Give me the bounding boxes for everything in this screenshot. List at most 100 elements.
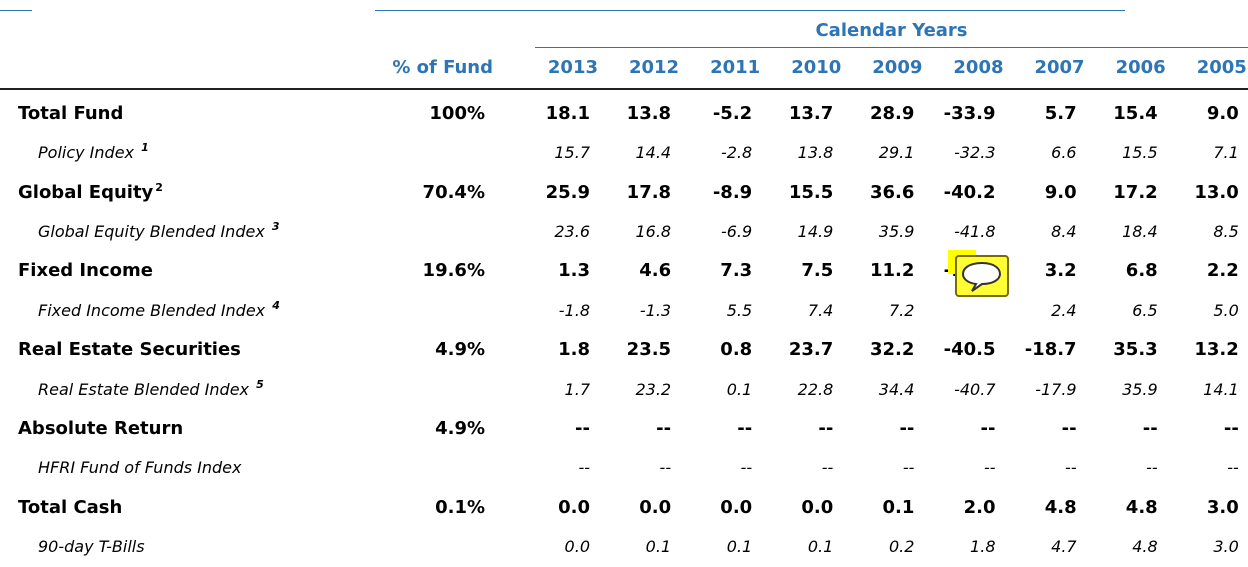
return-value: 22.8	[797, 379, 834, 399]
return-value: --	[1142, 417, 1158, 439]
label-text: Global Equity	[18, 181, 154, 203]
year-header: 2011	[710, 57, 761, 78]
return-value: 2.0	[963, 496, 996, 518]
year-header: 2013	[547, 57, 598, 78]
label-text: Fixed Income	[18, 260, 153, 282]
return-value: -32.3	[954, 143, 996, 163]
return-value: 2.2	[1206, 260, 1239, 282]
row-label: HFRI Fund of Funds Index	[38, 458, 241, 478]
return-value: --	[821, 458, 834, 478]
return-value: --	[1146, 458, 1158, 478]
row-label: Real Estate Securities	[18, 340, 241, 360]
return-value: 23.6	[554, 221, 590, 241]
return-value: 36.6	[869, 181, 915, 203]
return-value: 23.7	[788, 339, 834, 361]
year-header: 2008	[953, 57, 1004, 78]
return-value: 17.8	[626, 181, 672, 203]
return-value: 34.4	[878, 379, 915, 399]
return-value: --	[578, 458, 590, 478]
year-header: 2012	[628, 57, 680, 78]
return-value: --	[656, 417, 672, 439]
return-value: -40.2	[943, 181, 996, 203]
return-value: --	[983, 458, 996, 478]
return-value: 0.0	[564, 537, 590, 557]
return-value: 0.1	[807, 537, 834, 557]
return-value: --	[737, 417, 753, 439]
row-label: Total Cash	[18, 497, 122, 518]
return-value: 15.5	[1122, 143, 1158, 163]
return-value: 0.0	[558, 496, 590, 518]
fund-share: 4.9%	[435, 417, 485, 439]
footnote-mark: 1	[141, 141, 149, 155]
return-value: 6.6	[1051, 143, 1077, 163]
return-value: 18.1	[545, 102, 590, 124]
row-label: Policy Index 1	[38, 141, 149, 163]
return-value: 7.3	[720, 260, 753, 282]
return-value: 13.7	[788, 102, 834, 124]
return-value: 4.8	[1132, 537, 1158, 557]
year-header: 2006	[1115, 57, 1166, 78]
return-value: 13.0	[1194, 181, 1239, 203]
return-value: 8.5	[1213, 221, 1239, 241]
row-label: Global Equity Blended Index 3	[38, 221, 280, 242]
row-label: Total Fund	[18, 102, 124, 124]
rule	[375, 10, 1125, 11]
fund-share: 70.4%	[422, 181, 485, 203]
return-value: 0.0	[720, 496, 753, 518]
return-value: 4.8	[1044, 496, 1077, 518]
return-value: 0.1	[882, 496, 915, 518]
return-value: --	[1061, 417, 1077, 439]
return-value: --	[1227, 458, 1239, 478]
row-label: Fixed Income	[18, 261, 153, 281]
return-value: 7.2	[888, 300, 915, 320]
footnote-mark: 5	[256, 377, 264, 391]
return-value: -33.9	[943, 102, 996, 124]
return-value: --	[899, 417, 915, 439]
return-value: 0.1	[645, 537, 672, 557]
return-value: 32.2	[869, 339, 915, 361]
return-value: 35.3	[1113, 339, 1158, 361]
return-value: 3.0	[1213, 537, 1239, 557]
return-value: 0.1	[726, 379, 753, 399]
return-value: 5.0	[1213, 300, 1239, 320]
return-value: 11.2	[869, 260, 915, 282]
fund-share: 100%	[429, 102, 485, 124]
return-value: 13.2	[1194, 339, 1239, 361]
return-value: -5.2	[712, 102, 753, 124]
label-text: Total Fund	[18, 102, 124, 124]
comment-icon[interactable]	[948, 250, 1012, 300]
year-header: 2007	[1034, 57, 1085, 78]
return-value: -1.3	[639, 300, 672, 320]
return-value: 1.8	[970, 537, 996, 557]
row-label: Global Equity 2	[18, 181, 163, 203]
label-text: 90-day T-Bills	[38, 537, 145, 557]
return-value: --	[1065, 458, 1077, 478]
return-value: 0.1	[726, 537, 753, 557]
year-header: 2010	[791, 57, 842, 78]
bubble	[961, 261, 1002, 292]
return-value: 25.9	[545, 181, 590, 203]
return-value: -40.5	[943, 339, 996, 361]
return-value: 29.1	[878, 143, 915, 163]
return-value: 15.5	[788, 181, 834, 203]
column-header: % of Fund	[392, 57, 493, 78]
return-value: 0.2	[888, 537, 915, 557]
fund-share: 4.9%	[435, 339, 485, 361]
return-value: -1.8	[558, 300, 590, 320]
return-value: --	[902, 458, 915, 478]
return-value: 18.4	[1122, 221, 1158, 241]
return-value: 6.8	[1125, 260, 1158, 282]
fund-share: 0.1%	[435, 496, 485, 518]
return-value: 9.0	[1206, 102, 1239, 124]
return-value: 8.4	[1051, 221, 1077, 241]
return-value: 4.8	[1125, 496, 1158, 518]
group-title: Calendar Years	[815, 20, 968, 41]
return-value: 28.9	[869, 102, 915, 124]
row-label: 90-day T-Bills	[38, 537, 145, 557]
return-value: 3.2	[1044, 260, 1077, 282]
return-value: 17.2	[1113, 181, 1158, 203]
return-value: -18.7	[1024, 339, 1077, 361]
return-value: 0.0	[639, 496, 672, 518]
return-value: 14.4	[635, 143, 672, 163]
label-text: Global Equity Blended Index	[38, 221, 270, 241]
